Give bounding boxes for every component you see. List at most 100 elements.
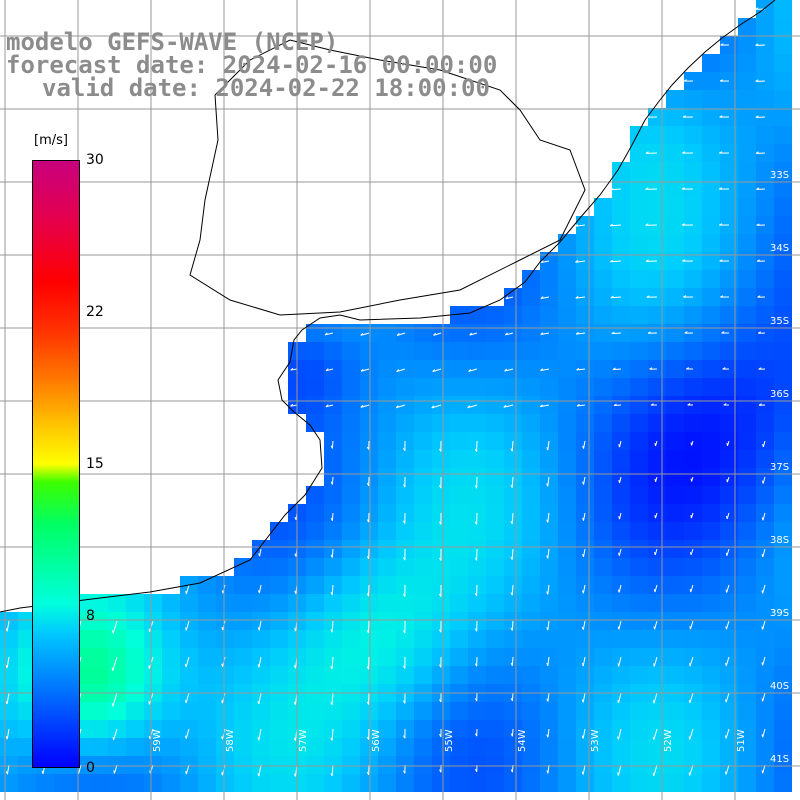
wind-cell bbox=[486, 558, 504, 576]
wind-arrow-head bbox=[654, 478, 657, 482]
wind-cell bbox=[90, 756, 108, 774]
wind-cell bbox=[126, 630, 144, 648]
wind-cell bbox=[738, 90, 756, 108]
wind-cell bbox=[774, 180, 792, 198]
wind-arrow bbox=[762, 584, 766, 594]
lon-label: 55W bbox=[444, 729, 455, 752]
wind-cell bbox=[450, 306, 468, 324]
wind-arrow-head bbox=[221, 772, 223, 776]
wind-cell bbox=[216, 774, 234, 792]
wind-cell bbox=[666, 774, 684, 792]
wind-cell bbox=[720, 234, 738, 252]
wind-cell bbox=[738, 594, 756, 612]
wind-cell bbox=[774, 774, 792, 792]
wind-arrow bbox=[360, 404, 370, 408]
wind-arrow-head bbox=[546, 555, 549, 559]
wind-arrow-head bbox=[439, 521, 442, 525]
wind-cell bbox=[648, 378, 666, 396]
wind-cell bbox=[522, 738, 540, 756]
wind-cell bbox=[414, 468, 432, 486]
wind-cell bbox=[738, 216, 756, 234]
wind-cell bbox=[522, 306, 540, 324]
wind-cell bbox=[630, 648, 648, 666]
wind-arrow-head bbox=[221, 663, 224, 667]
wind-cell bbox=[702, 90, 720, 108]
wind-cell bbox=[270, 558, 288, 576]
wind-arrow-head bbox=[761, 553, 764, 558]
wind-cell bbox=[378, 540, 396, 558]
wind-cell bbox=[378, 342, 396, 360]
wind-cell bbox=[234, 702, 252, 720]
wind-arrow bbox=[547, 692, 550, 702]
wind-arrow bbox=[576, 332, 586, 335]
wind-cell bbox=[702, 180, 720, 198]
wind-arrow-head bbox=[5, 665, 8, 669]
wind-cell bbox=[594, 522, 612, 540]
wind-cell bbox=[414, 666, 432, 684]
wind-arrow-head bbox=[654, 515, 656, 519]
wind-cell bbox=[306, 666, 324, 684]
wind-cell bbox=[234, 576, 252, 594]
wind-cell bbox=[594, 288, 612, 306]
wind-cell bbox=[414, 738, 432, 756]
wind-cell bbox=[738, 360, 756, 378]
wind-cell bbox=[414, 522, 432, 540]
wind-cell bbox=[738, 288, 756, 306]
wind-cell bbox=[738, 378, 756, 396]
wind-arrow-head bbox=[360, 404, 364, 408]
wind-arrow-head bbox=[721, 331, 725, 334]
wind-arrow-head bbox=[685, 367, 690, 370]
wind-cell bbox=[396, 378, 414, 396]
wind-cell bbox=[612, 630, 630, 648]
wind-arrow-head bbox=[761, 698, 764, 702]
wind-cell bbox=[558, 234, 576, 252]
lat-label: 35S bbox=[770, 316, 789, 327]
wind-arrow-head bbox=[722, 367, 726, 370]
wind-arrow-head bbox=[258, 553, 261, 557]
wind-cell bbox=[144, 630, 162, 648]
wind-cell bbox=[720, 486, 738, 504]
wind-cell bbox=[432, 522, 450, 540]
lat-label: 33S bbox=[770, 170, 789, 181]
wind-cell bbox=[216, 702, 234, 720]
wind-cell bbox=[396, 558, 414, 576]
wind-cell bbox=[108, 774, 126, 792]
wind-arrow bbox=[576, 368, 586, 371]
wind-cell bbox=[702, 720, 720, 738]
wind-cell bbox=[594, 486, 612, 504]
wind-cell bbox=[756, 342, 774, 360]
wind-cell bbox=[486, 594, 504, 612]
wind-cell bbox=[702, 162, 720, 180]
wind-cell bbox=[126, 594, 144, 612]
wind-arrow bbox=[511, 512, 514, 524]
wind-cell bbox=[486, 396, 504, 414]
wind-cell bbox=[774, 504, 792, 522]
wind-cell bbox=[450, 540, 468, 558]
wind-cell bbox=[594, 558, 612, 576]
wind-arrow bbox=[331, 512, 334, 521]
wind-arrow bbox=[511, 476, 514, 488]
wind-arrow-head bbox=[582, 481, 585, 485]
wind-arrow-head bbox=[474, 768, 478, 772]
wind-arrow-head bbox=[395, 405, 399, 409]
wind-cell bbox=[414, 612, 432, 630]
wind-cell bbox=[90, 630, 108, 648]
wind-cell bbox=[540, 342, 558, 360]
wind-arrow-head bbox=[755, 151, 759, 154]
wind-cell bbox=[558, 666, 576, 684]
wind-cell bbox=[432, 486, 450, 504]
wind-cell bbox=[180, 774, 198, 792]
wind-cell bbox=[432, 666, 450, 684]
wind-cell bbox=[594, 324, 612, 342]
wind-cell bbox=[720, 594, 738, 612]
wind-cell bbox=[756, 522, 774, 540]
wind-cell bbox=[720, 306, 738, 324]
wind-arrow-head bbox=[290, 367, 294, 371]
wind-arrow-head bbox=[468, 368, 472, 372]
wind-cell bbox=[414, 576, 432, 594]
wind-cell bbox=[738, 486, 756, 504]
wind-arrow-head bbox=[720, 295, 724, 298]
wind-cell bbox=[684, 666, 702, 684]
wind-cell bbox=[612, 234, 630, 252]
wind-cell bbox=[594, 414, 612, 432]
